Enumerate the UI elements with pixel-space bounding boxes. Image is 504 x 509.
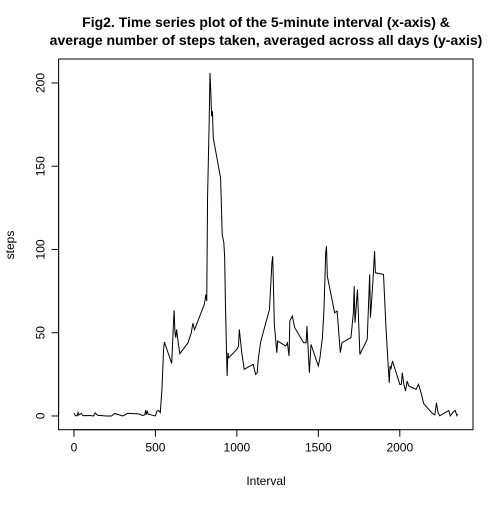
y-tick-label: 100: [34, 239, 48, 259]
y-tick-label: 200: [34, 73, 48, 93]
x-tick-label: 2000: [386, 441, 413, 455]
y-tick-label: 50: [34, 326, 48, 340]
x-tick-label: 0: [71, 441, 78, 455]
y-tick-label: 150: [34, 156, 48, 176]
data-line: [73, 72, 459, 418]
y-tick-label: 0: [34, 412, 48, 419]
x-tick-label: 500: [145, 441, 165, 455]
x-tick-label: 1000: [224, 441, 251, 455]
x-tick-label: 1500: [305, 441, 332, 455]
chart-title: Fig2. Time series plot of the 5-minute i…: [82, 14, 450, 30]
chart-title: average number of steps taken, averaged …: [50, 32, 483, 48]
x-axis-label: Interval: [246, 474, 285, 488]
y-axis-label: steps: [3, 231, 17, 260]
